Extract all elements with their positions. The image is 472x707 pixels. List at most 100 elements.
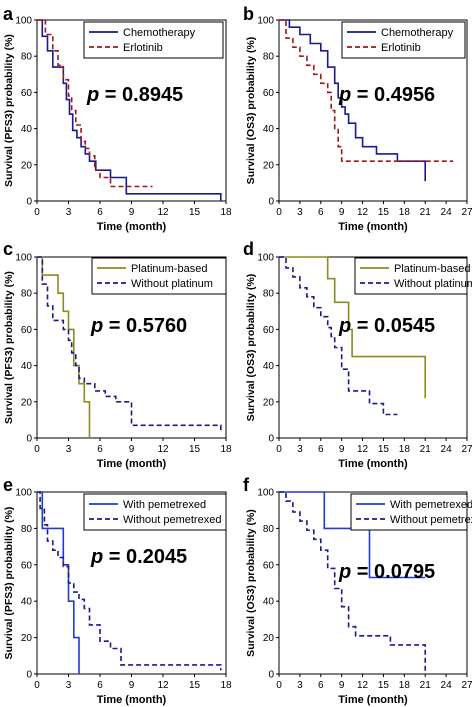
x-tick-label: 15 (378, 207, 390, 218)
legend-label: Without pemetrexed (123, 514, 221, 526)
panel-f: f 0 3 6 9 12 15 18 21 24 27 0 20 40 60 80 100 Time (month… (243, 475, 472, 706)
x-tick-label: 15 (189, 680, 201, 691)
y-tick-label: 100 (257, 16, 274, 27)
series-line-erlotinib (37, 19, 153, 188)
x-tick-label: 9 (129, 444, 135, 455)
x-tick-label: 27 (461, 680, 472, 691)
x-tick-label: 9 (129, 207, 135, 218)
x-tick-label: 6 (318, 680, 324, 691)
x-tick-label: 12 (357, 444, 369, 455)
x-tick-label: 15 (378, 444, 390, 455)
panel-letter: a (3, 4, 14, 24)
x-tick-label: 18 (399, 680, 411, 691)
x-tick-label: 3 (297, 680, 303, 691)
x-axis-label: Time (month) (97, 694, 167, 706)
y-tick-label: 0 (26, 670, 32, 681)
panel-letter: c (3, 239, 13, 259)
panel-b: b 0 3 6 9 12 15 18 21 24 27 0 20 40 60 80 100 Time (month… (243, 4, 472, 233)
panel-letter: b (243, 4, 254, 24)
x-tick-label: 21 (420, 207, 432, 218)
plot-area (278, 491, 468, 675)
p-value-annotation: p = 0.8945 (86, 84, 183, 106)
y-tick-label: 0 (268, 434, 274, 445)
y-tick-label: 40 (21, 597, 33, 608)
x-tick-label: 15 (378, 680, 390, 691)
x-tick-label: 18 (220, 444, 232, 455)
x-tick-label: 3 (66, 680, 72, 691)
series-line-with-pemetrexed (37, 491, 80, 674)
y-tick-label: 20 (21, 633, 33, 644)
panel-letter: f (243, 475, 250, 495)
legend-label: With pemetrexed (390, 499, 472, 511)
x-tick-label: 12 (157, 444, 169, 455)
x-tick-label: 12 (357, 207, 369, 218)
x-tick-label: 27 (461, 207, 472, 218)
legend-label: Without platinum (131, 278, 213, 290)
x-tick-label: 6 (97, 444, 103, 455)
legend: Chemotherapy Erlotinib (341, 21, 466, 59)
x-tick-label: 21 (420, 680, 432, 691)
y-tick-label: 0 (26, 197, 32, 208)
x-axis-label: Time (month) (97, 458, 167, 470)
y-tick-label: 20 (21, 397, 33, 408)
y-tick-label: 0 (268, 670, 274, 681)
x-axis-label: Time (month) (338, 694, 408, 706)
x-tick-label: 27 (461, 444, 472, 455)
y-tick-label: 40 (263, 124, 275, 135)
panel-e: e 0 3 6 9 12 15 18 0 20 40 60 80 100 Time (month) Survi… (3, 475, 232, 706)
x-tick-label: 18 (399, 444, 411, 455)
y-tick-label: 80 (21, 52, 33, 63)
y-tick-label: 100 (15, 16, 32, 27)
series-line-platinum-based (279, 256, 426, 399)
y-tick-label: 60 (21, 560, 33, 571)
x-tick-label: 0 (276, 207, 282, 218)
legend: Platinum-based Without platinum (91, 257, 227, 295)
x-tick-label: 9 (339, 680, 345, 691)
y-tick-label: 80 (21, 524, 33, 535)
p-value-annotation: p = 0.0545 (338, 315, 435, 337)
y-tick-label: 60 (21, 325, 33, 336)
x-tick-label: 6 (97, 680, 103, 691)
y-tick-label: 60 (263, 88, 275, 99)
x-tick-label: 0 (34, 680, 40, 691)
legend-label: Erlotinib (123, 42, 163, 54)
x-tick-label: 12 (157, 680, 169, 691)
x-tick-label: 18 (220, 680, 232, 691)
legend-label: Without pemetrexed (390, 514, 472, 526)
y-tick-label: 80 (263, 52, 275, 63)
x-tick-label: 15 (189, 444, 201, 455)
x-axis-label: Time (month) (338, 221, 408, 233)
x-tick-label: 3 (66, 444, 72, 455)
x-tick-label: 9 (339, 207, 345, 218)
legend-box (83, 493, 227, 531)
x-tick-label: 0 (276, 680, 282, 691)
series-line-without-pemetrexed (37, 491, 222, 671)
x-tick-label: 3 (297, 444, 303, 455)
legend-label: Erlotinib (381, 42, 421, 54)
x-tick-label: 24 (441, 207, 453, 218)
legend: Chemotherapy Erlotinib (83, 21, 224, 59)
x-tick-label: 18 (399, 207, 411, 218)
y-tick-label: 100 (15, 488, 32, 499)
y-axis-label: Survival (PFS3) probability (%) (3, 271, 15, 424)
x-tick-label: 12 (157, 207, 169, 218)
y-tick-label: 40 (263, 597, 275, 608)
x-tick-label: 12 (357, 680, 369, 691)
legend-label: With pemetrexed (123, 499, 206, 511)
y-axis-label: Survival (PFS3) probability (%) (3, 507, 15, 660)
y-tick-label: 100 (257, 488, 274, 499)
p-value-annotation: p = 0.5760 (90, 315, 187, 337)
y-tick-label: 40 (21, 124, 33, 135)
legend-label: Platinum-based (131, 263, 207, 275)
x-tick-label: 21 (420, 444, 432, 455)
legend-box (354, 257, 468, 295)
panel-letter: e (3, 475, 13, 495)
y-axis-label: Survival (PFS3) probability (%) (3, 34, 15, 187)
legend-label: Chemotherapy (381, 27, 454, 39)
x-tick-label: 24 (441, 680, 453, 691)
legend-label: Without platinum (394, 278, 472, 290)
p-value-annotation: p = 0.2045 (90, 546, 187, 568)
legend: With pemetrexed Without pemetrexed (83, 493, 227, 531)
legend-box (350, 493, 468, 531)
